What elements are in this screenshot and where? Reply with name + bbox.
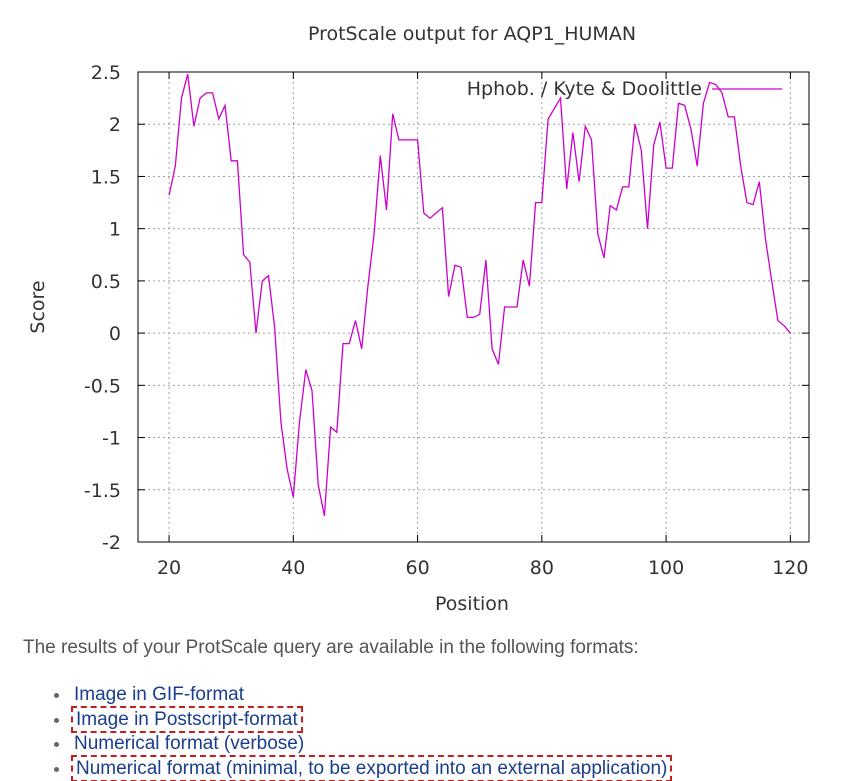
x-tick-label: 80 xyxy=(530,557,554,579)
series-line xyxy=(169,74,790,516)
bullet-icon xyxy=(54,693,59,698)
x-tick-label: 120 xyxy=(772,557,808,579)
format-list-item: Numerical format (verbose) xyxy=(54,732,669,757)
y-tick-label: 0 xyxy=(109,323,121,345)
y-tick-label: -2 xyxy=(102,532,121,554)
y-tick-label: 1.5 xyxy=(91,166,121,188)
y-tick-label: -0.5 xyxy=(84,375,121,397)
x-tick-label: 20 xyxy=(157,557,181,579)
format-list: Image in GIF-format Image in Postscript-f… xyxy=(54,683,669,781)
y-tick-label: -1.5 xyxy=(84,480,121,502)
format-list-item: Numerical format (minimal, to be exporte… xyxy=(54,757,669,781)
bullet-icon xyxy=(54,718,59,723)
y-axis-label: Score xyxy=(27,280,49,333)
format-link-1[interactable]: Image in Postscript-format xyxy=(74,709,300,730)
format-list-item: Image in Postscript-format xyxy=(54,708,669,733)
chart-svg: 20 40 60 80 100 120 -2 -1.5 -1 -0.5 0 0.5 1 1.5 2 2.5 Pr… xyxy=(0,0,853,625)
chart-container: 20 40 60 80 100 120 -2 -1.5 -1 -0.5 0 0.5 1 1.5 2 2.5 Pr… xyxy=(0,0,853,625)
x-tick-label: 60 xyxy=(405,557,429,579)
bullet-icon xyxy=(54,742,59,747)
hydrophobicity-chart: 20 40 60 80 100 120 -2 -1.5 -1 -0.5 0 0.5 1 1.5 2 2.5 Pr… xyxy=(0,0,853,625)
y-tick-label: 2 xyxy=(109,114,121,136)
plot-frame xyxy=(138,72,809,542)
x-tick-label: 100 xyxy=(648,557,684,579)
format-link-2[interactable]: Numerical format (verbose) xyxy=(74,733,304,754)
format-link-0[interactable]: Image in GIF-format xyxy=(74,684,244,705)
bullet-icon xyxy=(54,767,59,772)
chart-title: ProtScale output for AQP1_HUMAN xyxy=(308,23,636,45)
y-tick-label: 2.5 xyxy=(91,62,121,84)
results-intro: The results of your ProtScale query are … xyxy=(23,637,639,659)
y-tick-label: 1 xyxy=(109,219,121,241)
y-tick-label: -1 xyxy=(102,428,121,450)
legend-label: Hphob. / Kyte & Doolittle xyxy=(467,78,702,100)
y-tick-label: 0.5 xyxy=(91,271,121,293)
x-axis-label: Position xyxy=(435,593,509,615)
format-link-3[interactable]: Numerical format (minimal, to be exporte… xyxy=(74,758,669,779)
format-list-item: Image in GIF-format xyxy=(54,683,669,708)
x-tick-label: 40 xyxy=(281,557,305,579)
